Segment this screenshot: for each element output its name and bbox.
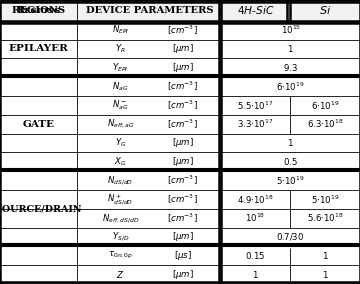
- Text: $N^+_{dS/dD}$: $N^+_{dS/dD}$: [107, 192, 134, 207]
- Text: $\tau_{0n,0p}$: $\tau_{0n,0p}$: [108, 250, 133, 261]
- Text: $3.3{\cdot}10^{17}$: $3.3{\cdot}10^{17}$: [237, 118, 274, 130]
- Text: $Y_R$: $Y_R$: [115, 43, 126, 55]
- Text: $1$: $1$: [321, 269, 328, 280]
- Text: $[cm^{-3}]$: $[cm^{-3}]$: [167, 212, 198, 225]
- Text: $1$: $1$: [287, 137, 294, 149]
- Text: $6{\cdot}10^{19}$: $6{\cdot}10^{19}$: [276, 80, 305, 93]
- Text: $5{\cdot}10^{19}$: $5{\cdot}10^{19}$: [311, 193, 339, 206]
- Text: $0.15$: $0.15$: [246, 250, 266, 261]
- Text: $10^{15}$: $10^{15}$: [280, 24, 301, 36]
- Text: $[\mu m]$: $[\mu m]$: [172, 61, 193, 74]
- Text: $N_{EPI}$: $N_{EPI}$: [112, 24, 129, 36]
- Text: $[cm^{-3}]$: $[cm^{-3}]$: [167, 193, 198, 206]
- Text: GATE: GATE: [23, 120, 55, 129]
- Text: $[\mu m]$: $[\mu m]$: [172, 137, 193, 149]
- Text: $0.5$: $0.5$: [283, 156, 298, 167]
- Text: $[\mu m]$: $[\mu m]$: [172, 231, 193, 243]
- Text: $9.3$: $9.3$: [283, 62, 298, 73]
- Text: $[\mu m]$: $[\mu m]$: [172, 155, 193, 168]
- Text: $X_G$: $X_G$: [114, 156, 127, 168]
- Text: $N_{aG}$: $N_{aG}$: [112, 80, 129, 93]
- Text: $1$: $1$: [252, 269, 259, 280]
- Text: $N_{eff,aG}$: $N_{eff,aG}$: [107, 118, 134, 130]
- Text: $[\mu m]$: $[\mu m]$: [172, 268, 193, 281]
- Text: $N_{dS/dD}$: $N_{dS/dD}$: [107, 174, 134, 187]
- Text: $[cm^{-3}]$: $[cm^{-3}]$: [167, 118, 198, 131]
- Text: $1$: $1$: [321, 250, 328, 261]
- Text: $5.6{\cdot}10^{18}$: $5.6{\cdot}10^{18}$: [306, 212, 343, 224]
- Text: $Z$: $Z$: [117, 269, 125, 280]
- Text: $6{\cdot}10^{19}$: $6{\cdot}10^{19}$: [311, 99, 339, 112]
- Text: $[cm^{-3}]$: $[cm^{-3}]$: [167, 80, 198, 93]
- Text: $[\mu m]$: $[\mu m]$: [172, 42, 193, 55]
- Text: $\mathbf{\mathit{Si}}$: $\mathbf{\mathit{Si}}$: [319, 4, 331, 16]
- Text: $[cm^{-3}]$: $[cm^{-3}]$: [167, 99, 198, 112]
- Text: $10^{18}$: $10^{18}$: [246, 212, 266, 224]
- Text: $Y_{EPI}$: $Y_{EPI}$: [112, 62, 129, 74]
- Text: $N_{eff,dS/dD}$: $N_{eff,dS/dD}$: [102, 212, 139, 225]
- Text: REGIONS: REGIONS: [12, 6, 66, 15]
- Text: EPILAYER: EPILAYER: [9, 44, 69, 53]
- Text: $0.7/30$: $0.7/30$: [276, 231, 305, 243]
- Text: $1$: $1$: [287, 43, 294, 55]
- Text: $Y_G$: $Y_G$: [115, 137, 126, 149]
- Text: $N^-_{aG}$: $N^-_{aG}$: [112, 99, 129, 112]
- Text: $[cm^{-3}]$: $[cm^{-3}]$: [167, 24, 198, 37]
- Text: Rᴇɢɪᴏɴѕ: Rᴇɢɪᴏɴѕ: [17, 6, 61, 15]
- Text: $[\mu s]$: $[\mu s]$: [174, 249, 192, 262]
- Text: SOURCE/DRAIN: SOURCE/DRAIN: [0, 204, 82, 213]
- Text: $[cm^{-3}]$: $[cm^{-3}]$: [167, 174, 198, 187]
- Text: DEVICE PARAMETERS: DEVICE PARAMETERS: [86, 6, 213, 15]
- Text: $\mathbf{\mathit{4H\text{-}SiC}}$: $\mathbf{\mathit{4H\text{-}SiC}}$: [237, 4, 274, 16]
- Text: $4.9{\cdot}10^{18}$: $4.9{\cdot}10^{18}$: [237, 193, 274, 206]
- Text: $5.5{\cdot}10^{17}$: $5.5{\cdot}10^{17}$: [237, 99, 274, 112]
- Text: $5{\cdot}10^{19}$: $5{\cdot}10^{19}$: [276, 174, 305, 187]
- Text: $6.3{\cdot}10^{18}$: $6.3{\cdot}10^{18}$: [306, 118, 343, 130]
- Text: $Y_{S/D}$: $Y_{S/D}$: [112, 231, 129, 243]
